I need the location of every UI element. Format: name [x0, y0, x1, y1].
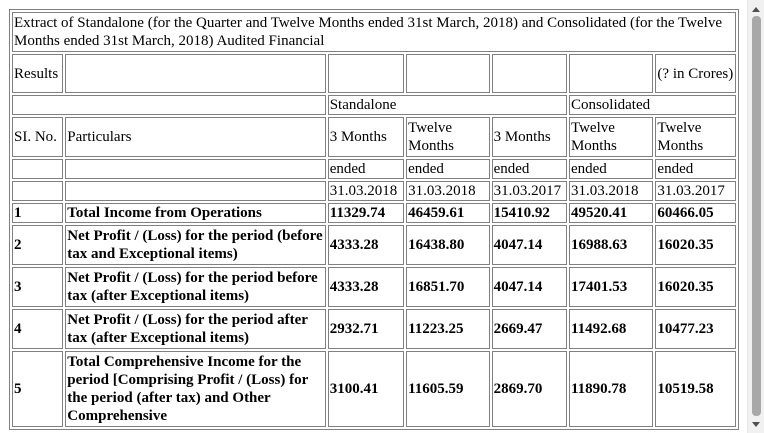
row-particular: Net Profit / (Loss) for the period (befo… — [65, 225, 326, 265]
row-value: 2669.47 — [491, 309, 567, 349]
row-sl-no: 3 — [12, 267, 64, 307]
empty-cell — [327, 54, 405, 93]
row-value: 16988.63 — [568, 225, 654, 265]
period-label: 3 Months — [327, 117, 405, 157]
period-label: Twelve Months — [406, 117, 490, 157]
date-label: 31.03.2018 — [568, 181, 654, 201]
row-value: 49520.41 — [568, 203, 654, 223]
row-particular: Total Comprehensive Income for the perio… — [65, 351, 326, 427]
currency-note: (? in Crores) — [655, 54, 736, 93]
vertical-scrollbar[interactable] — [747, 0, 764, 433]
row-value: 2869.70 — [491, 351, 567, 427]
group-header-consolidated: Consolidated — [568, 95, 736, 115]
column-header-sl-no: SI. No. — [12, 117, 64, 157]
period-label: Twelve Months — [655, 117, 736, 157]
date-label: 31.03.2018 — [406, 181, 490, 201]
empty-cell — [65, 159, 326, 179]
row-value: 3100.41 — [327, 351, 405, 427]
document-viewport: Extract of Standalone (for the Quarter a… — [9, 9, 739, 430]
row-value: 4333.28 — [327, 267, 405, 307]
ended-label: ended — [655, 159, 736, 179]
table-row: 2 Net Profit / (Loss) for the period (be… — [12, 225, 736, 265]
row-value: 4047.14 — [491, 267, 567, 307]
table-row: 4 Net Profit / (Loss) for the period aft… — [12, 309, 736, 349]
column-header-particulars: Particulars — [65, 117, 326, 157]
period-label: Twelve Months — [568, 117, 654, 157]
ended-label: ended — [406, 159, 490, 179]
row-sl-no: 1 — [12, 203, 64, 223]
row-value: 16851.70 — [406, 267, 490, 307]
empty-cell — [491, 54, 567, 93]
row-value: 10519.58 — [655, 351, 736, 427]
row-value: 11329.74 — [327, 203, 405, 223]
table-row: 5 Total Comprehensive Income for the per… — [12, 351, 736, 427]
ended-label: ended — [568, 159, 654, 179]
row-value: 10477.23 — [655, 309, 736, 349]
empty-cell — [406, 54, 490, 93]
scroll-up-arrow-icon[interactable] — [748, 2, 764, 16]
scrollbar-thumb[interactable] — [752, 16, 761, 416]
row-particular: Net Profit / (Loss) for the period befor… — [65, 267, 326, 307]
empty-cell — [12, 95, 326, 115]
empty-cell — [65, 181, 326, 201]
row-value: 4047.14 — [491, 225, 567, 265]
period-label: 3 Months — [491, 117, 567, 157]
row-sl-no: 5 — [12, 351, 64, 427]
row-particular: Net Profit / (Loss) for the period after… — [65, 309, 326, 349]
row-value: 11605.59 — [406, 351, 490, 427]
table-row: 1 Total Income from Operations 11329.74 … — [12, 203, 736, 223]
empty-cell — [568, 54, 654, 93]
empty-cell — [65, 54, 326, 93]
date-label: 31.03.2017 — [491, 181, 567, 201]
row-value: 15410.92 — [491, 203, 567, 223]
row-value: 11223.25 — [406, 309, 490, 349]
group-header-standalone: Standalone — [327, 95, 567, 115]
ended-label: ended — [491, 159, 567, 179]
table-row: 3 Net Profit / (Loss) for the period bef… — [12, 267, 736, 307]
row-value: 2932.71 — [327, 309, 405, 349]
scroll-down-arrow-icon[interactable] — [748, 417, 764, 431]
ended-label: ended — [327, 159, 405, 179]
row-sl-no: 4 — [12, 309, 64, 349]
row-particular: Total Income from Operations — [65, 203, 326, 223]
empty-cell — [12, 181, 64, 201]
row-value: 11890.78 — [568, 351, 654, 427]
date-label: 31.03.2018 — [327, 181, 405, 201]
row-value: 16020.35 — [655, 267, 736, 307]
row-value: 60466.05 — [655, 203, 736, 223]
row-value: 16438.80 — [406, 225, 490, 265]
results-label: Results — [12, 54, 64, 93]
row-value: 16020.35 — [655, 225, 736, 265]
row-value: 4333.28 — [327, 225, 405, 265]
row-sl-no: 2 — [12, 225, 64, 265]
row-value: 17401.53 — [568, 267, 654, 307]
row-value: 46459.61 — [406, 203, 490, 223]
date-label: 31.03.2017 — [655, 181, 736, 201]
row-value: 11492.68 — [568, 309, 654, 349]
financial-results-table: Extract of Standalone (for the Quarter a… — [9, 9, 739, 430]
empty-cell — [12, 159, 64, 179]
table-caption: Extract of Standalone (for the Quarter a… — [12, 12, 736, 52]
